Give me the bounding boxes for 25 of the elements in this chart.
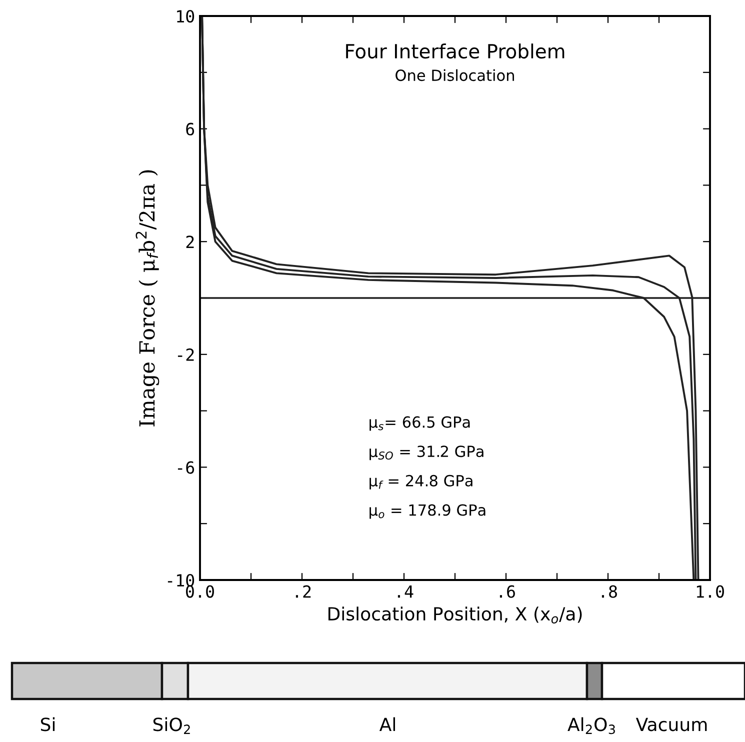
x-tick-label: .4 — [398, 585, 414, 598]
text: Al — [379, 717, 395, 731]
x-tick-label: 0.0 — [186, 585, 214, 598]
x-tick-label: .2 — [296, 585, 311, 598]
y-tick-label: -6 — [178, 461, 194, 474]
y-tick-label: 2 — [186, 236, 194, 248]
text: Vacuum — [636, 718, 707, 732]
text: One Dislocation — [396, 69, 514, 82]
annotation: μ$_{SO}$ = 31.2 GPa — [370, 446, 484, 460]
annotation: μ$_{o}$ = 178.9 GPa — [370, 504, 486, 519]
y-tick-label: 10 — [177, 10, 194, 23]
y-tick-label: 6 — [186, 122, 194, 136]
text: SiO$_{2}$ — [153, 717, 190, 734]
x-tick-label: .8 — [602, 585, 617, 598]
annotation: μ$_{f}$ = 24.8 GPa — [370, 474, 472, 490]
x-tick-label: 1.0 — [696, 585, 724, 598]
y-axis-title: Image Force ( μ$_{f}$b$^{2}$/2πa ) — [136, 170, 160, 426]
text: Four Interface Problem — [346, 44, 564, 59]
x-tick-label: .6 — [500, 585, 515, 598]
text: Al$_{2}$O$_{3}$ — [568, 717, 615, 734]
text: Si — [40, 717, 55, 732]
annotation: μ$_{s}$= 66.5 GPa — [370, 416, 470, 431]
y-tick-label: -10 — [168, 574, 194, 587]
y-tick-label: -2 — [178, 348, 194, 361]
x-axis-title: Dislocation Position, X (x$_{o}$/a) — [328, 606, 582, 624]
